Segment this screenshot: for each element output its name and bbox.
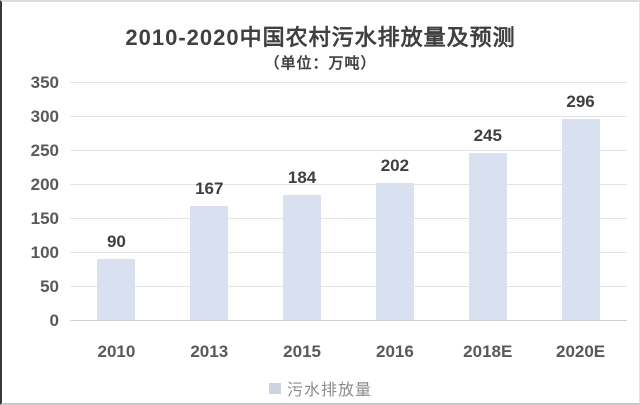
bar-2015 (283, 194, 322, 320)
bar-value-label-2015: 184 (287, 167, 317, 187)
x-axis-label-2018E: 2018E (463, 342, 513, 361)
x-axis-label-2016: 2016 (375, 342, 414, 361)
y-tick-label-250: 250 (30, 141, 59, 160)
bar-value-label-2010: 90 (106, 231, 126, 251)
bar-2013 (190, 206, 229, 320)
plot-area: 90 167 184 202 245 296 (70, 82, 627, 321)
x-axis-label-2010: 2010 (97, 342, 136, 361)
bar-2016 (375, 182, 414, 320)
bar-2018E (468, 153, 507, 320)
gridline-100 (70, 252, 627, 253)
y-tick-label-300: 300 (30, 107, 59, 126)
bar-value-label-2016: 202 (380, 155, 410, 175)
x-axis-label-2020E: 2020E (555, 342, 606, 361)
gridline-300 (70, 116, 627, 117)
legend: 污水排放量 (2, 376, 639, 400)
bar-value-label-2013: 167 (195, 179, 224, 199)
y-tick-label-50: 50 (40, 277, 59, 296)
bar-2020E (561, 118, 600, 320)
gridline-250 (70, 150, 627, 151)
gridline-50 (70, 286, 627, 287)
y-tick-label-150: 150 (30, 209, 59, 228)
gridline-200 (70, 184, 627, 185)
bar-value-label-2020E: 296 (566, 91, 595, 111)
legend-swatch-icon (268, 382, 281, 394)
chart-subtitle: （单位：万吨） (264, 55, 377, 72)
y-tick-label-200: 200 (30, 175, 59, 194)
gridline-0 (70, 320, 627, 321)
legend-label: 污水排放量 (286, 382, 372, 399)
x-axis-label-2013: 2013 (190, 342, 229, 361)
y-tick-label-350: 350 (30, 73, 59, 92)
y-tick-label-100: 100 (30, 243, 59, 262)
bar-2010 (97, 258, 136, 320)
gridline-150 (70, 218, 627, 219)
gridline-350 (70, 82, 627, 83)
chart-title: 2010-2020中国农村污水排放量及预测 (125, 25, 516, 50)
bar-value-label-2018E: 245 (473, 126, 502, 146)
x-axis-label-2015: 2015 (283, 342, 321, 361)
y-tick-label-0: 0 (49, 311, 59, 330)
